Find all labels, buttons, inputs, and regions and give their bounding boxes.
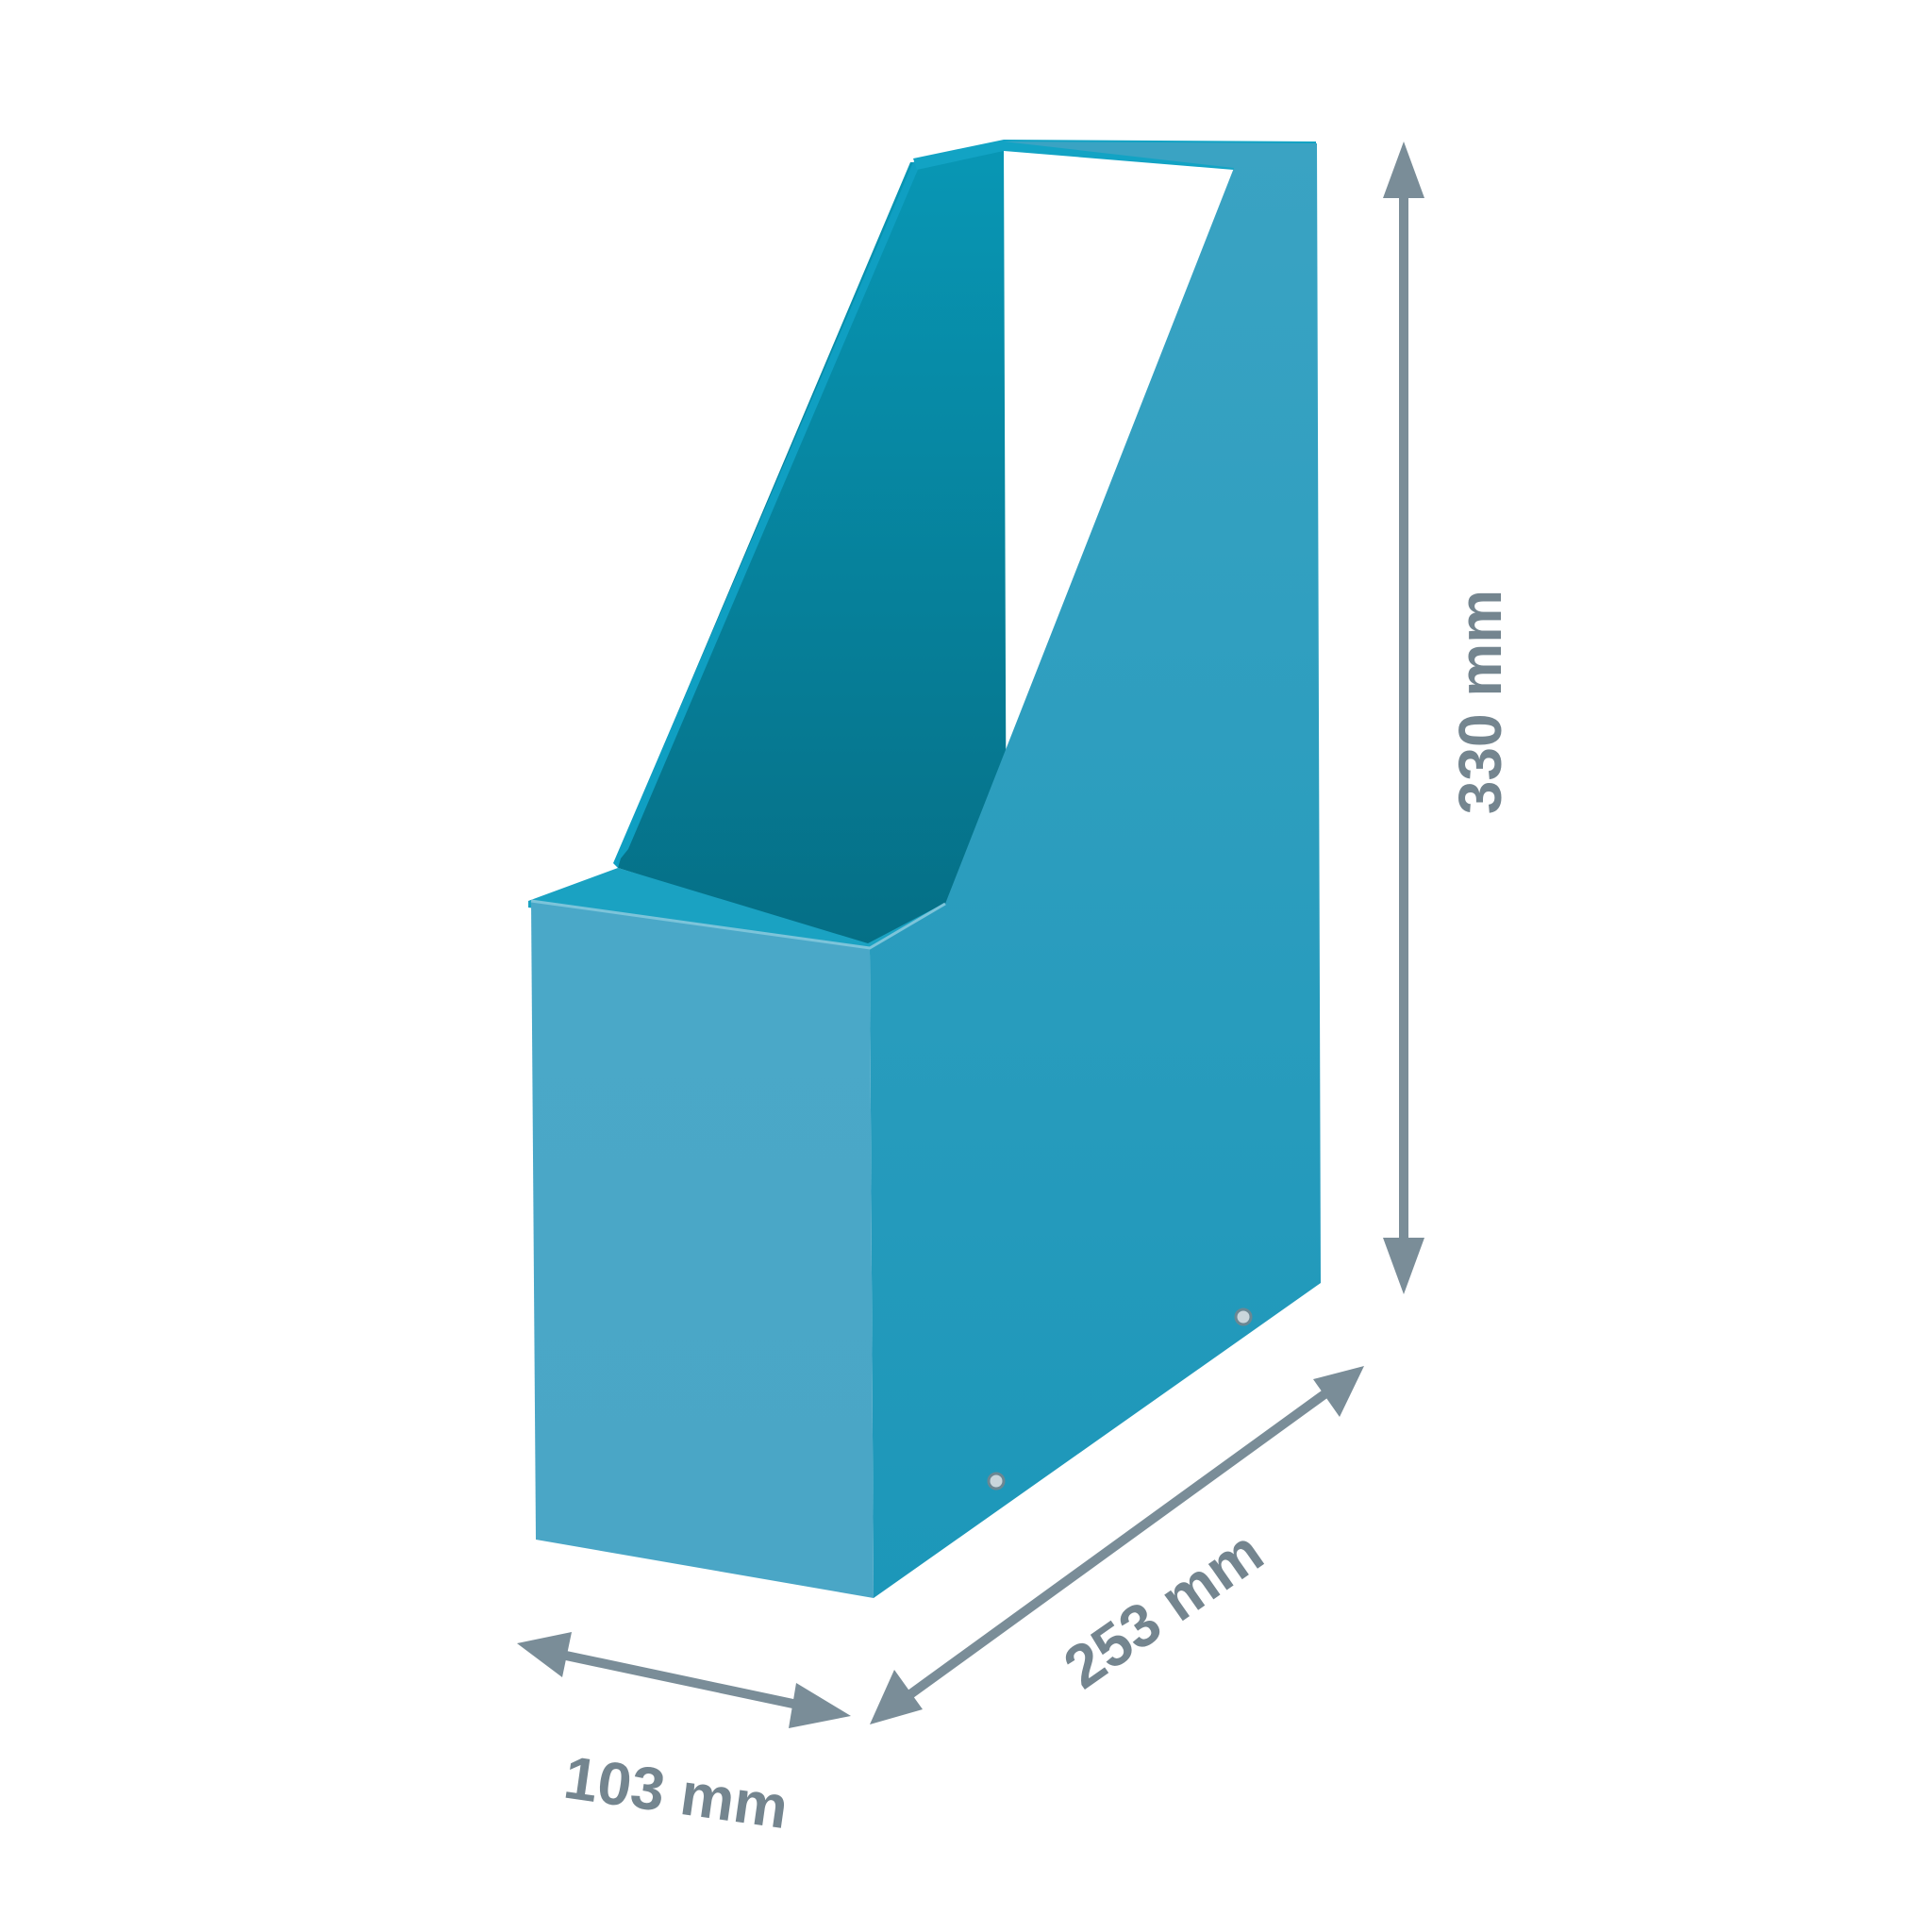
- arrow-head-up-icon: [1383, 142, 1424, 198]
- arrow-head-down-left-icon: [870, 1670, 923, 1724]
- box-interior-back-panel: [618, 142, 1007, 945]
- box-front-edge-line: [530, 899, 946, 950]
- box-inner-left-rim: [613, 158, 923, 868]
- height-label: 330 mm: [1446, 590, 1514, 814]
- rivet-front: [987, 1472, 1006, 1491]
- magazine-file-box: [528, 140, 1321, 1598]
- arrow-head-left-icon: [517, 1632, 572, 1677]
- depth-dimension-arrow: [870, 1366, 1364, 1724]
- box-front-panel: [531, 901, 874, 1598]
- box-front-top-rim: [528, 868, 949, 955]
- width-dimension-arrow: [517, 1632, 851, 1728]
- width-label: 103 mm: [560, 1743, 792, 1841]
- depth-label: 253 mm: [1052, 1517, 1275, 1702]
- height-dimension-arrow: [1383, 142, 1424, 1294]
- rivet-back: [1234, 1307, 1253, 1326]
- arrow-head-up-right-icon: [1313, 1366, 1364, 1417]
- arrow-head-down-icon: [1383, 1238, 1424, 1294]
- box-side-panel: [870, 142, 1321, 1598]
- arrow-head-right-icon: [789, 1683, 851, 1728]
